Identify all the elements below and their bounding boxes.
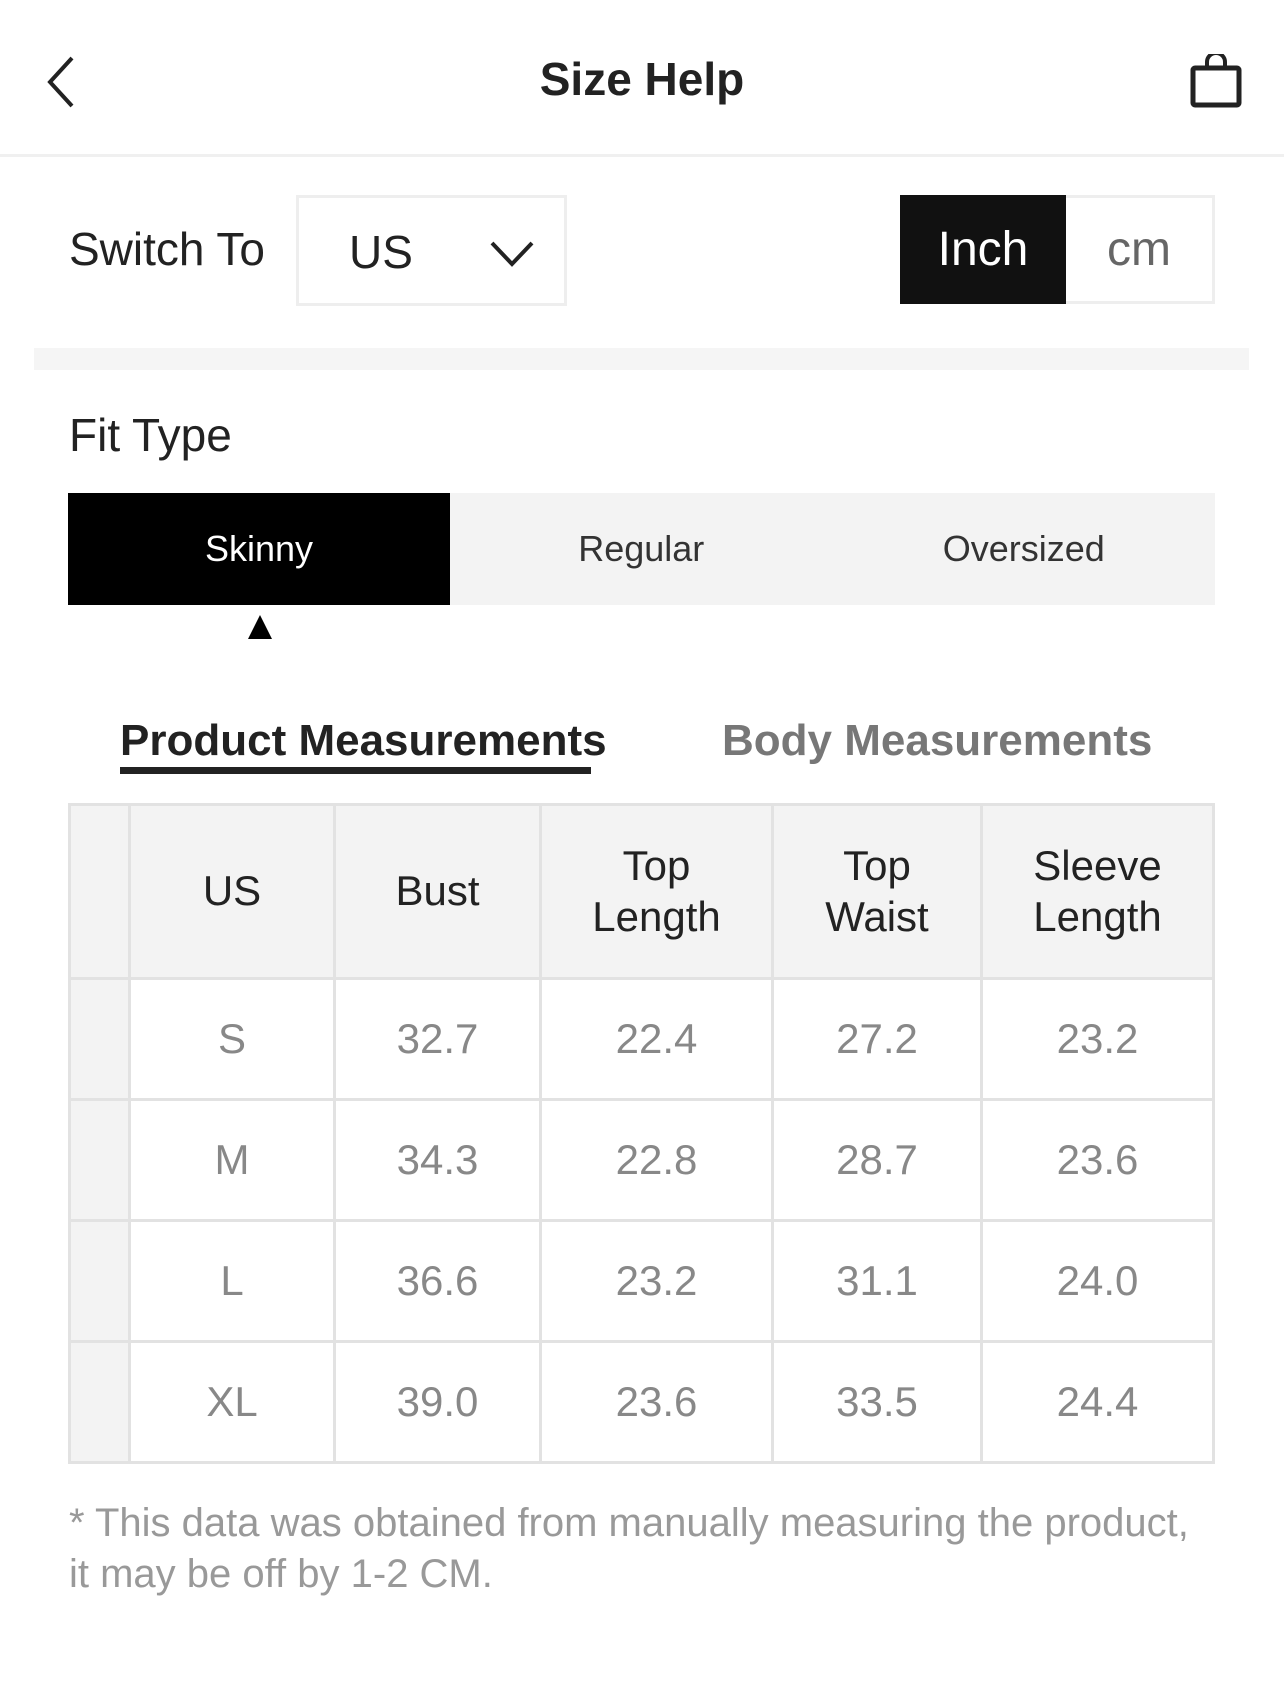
region-select-value: US [349, 226, 413, 278]
table-cell: 24.4 [980, 1340, 1215, 1464]
table-cell: 24.0 [980, 1219, 1215, 1343]
table-cell: 33.5 [771, 1340, 983, 1464]
chevron-down-icon [490, 241, 534, 267]
selected-indicator-icon [248, 615, 272, 639]
table-cell: M [128, 1098, 336, 1222]
column-header: Top Waist [771, 803, 983, 980]
fit-type-label: Fit Type [69, 409, 232, 461]
table-cell: S [128, 977, 336, 1101]
table-cell: 23.2 [980, 977, 1215, 1101]
row-lead-cell [68, 977, 131, 1101]
table-cell: 34.3 [333, 1098, 542, 1222]
table-cell: 22.8 [539, 1098, 774, 1222]
unit-inch-button[interactable]: Inch [900, 195, 1066, 304]
table-cell: L [128, 1219, 336, 1343]
table-cell: 32.7 [333, 977, 542, 1101]
table-row: M 34.3 22.8 28.7 23.6 [68, 1098, 1215, 1222]
table-cell: 22.4 [539, 977, 774, 1101]
row-lead-cell [68, 1340, 131, 1464]
column-header: Bust [333, 803, 542, 980]
table-header-row: US Bust Top Length Top Waist Sleeve Leng… [68, 803, 1215, 980]
table-cell: 23.6 [539, 1340, 774, 1464]
shopping-bag-icon[interactable] [1190, 54, 1242, 108]
fit-type-selector: Skinny Regular Oversized [68, 493, 1215, 605]
table-cell: 27.2 [771, 977, 983, 1101]
switch-to-label: Switch To [69, 223, 266, 275]
table-cell: 28.7 [771, 1098, 983, 1222]
column-header: Top Length [539, 803, 774, 980]
table-cell: 23.6 [980, 1098, 1215, 1222]
fit-option-oversized[interactable]: Oversized [942, 528, 1105, 569]
table-cell: 23.2 [539, 1219, 774, 1343]
tab-product-measurements[interactable]: Product Measurements [120, 716, 607, 765]
table-cell: 39.0 [333, 1340, 542, 1464]
column-header: Sleeve Length [980, 803, 1215, 980]
row-lead-cell [68, 1219, 131, 1343]
measurement-disclaimer: * This data was obtained from manually m… [69, 1501, 1189, 1596]
table-cell: 36.6 [333, 1219, 542, 1343]
header: Size Help [0, 0, 1284, 157]
fit-option-skinny[interactable]: Skinny [68, 493, 450, 605]
tab-body-measurements[interactable]: Body Measurements [722, 716, 1153, 765]
chevron-left-icon[interactable] [44, 54, 80, 110]
column-header: US [128, 803, 336, 980]
page-title: Size Help [539, 53, 745, 105]
table-cell: 31.1 [771, 1219, 983, 1343]
region-select[interactable]: US [296, 195, 567, 306]
table-corner-cell [68, 803, 131, 980]
table-cell: XL [128, 1340, 336, 1464]
section-divider [34, 348, 1249, 370]
fit-option-regular[interactable]: Regular [578, 528, 705, 569]
unit-cm-button[interactable]: cm [1066, 195, 1215, 304]
table-row: L 36.6 23.2 31.1 24.0 [68, 1219, 1215, 1343]
size-table: US Bust Top Length Top Waist Sleeve Leng… [68, 803, 1215, 1464]
active-tab-underline [120, 767, 591, 774]
table-row: S 32.7 22.4 27.2 23.2 [68, 977, 1215, 1101]
table-row: XL 39.0 23.6 33.5 24.4 [68, 1340, 1215, 1464]
row-lead-cell [68, 1098, 131, 1222]
